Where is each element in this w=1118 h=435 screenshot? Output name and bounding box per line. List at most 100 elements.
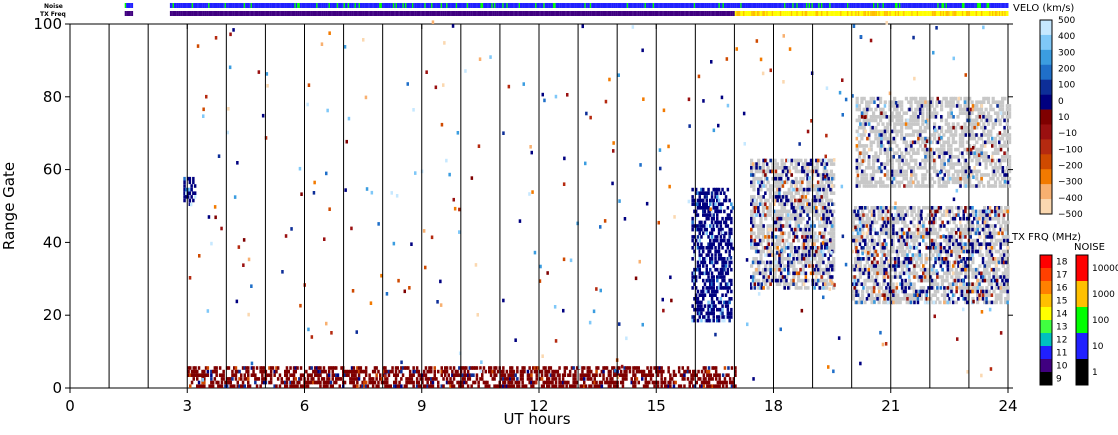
echo-cell — [315, 366, 319, 370]
txfreq-strip-cell — [700, 11, 703, 16]
ground-scatter-cell — [782, 191, 787, 195]
noise-strip-cell — [837, 3, 839, 8]
noise-strip-cell — [730, 3, 733, 8]
ground-scatter-cell — [801, 227, 805, 232]
ground-scatter-cell — [780, 260, 784, 265]
ground-scatter-cell — [757, 267, 761, 272]
txfreq-strip-cell — [841, 11, 843, 16]
ground-scatter-cell — [940, 246, 944, 250]
ground-scatter-cell — [782, 257, 787, 261]
txfreq-strip-cell — [964, 11, 967, 16]
txfreq-strip-cell — [487, 11, 489, 16]
ground-scatter-cell — [801, 162, 805, 166]
ground-scatter-cell — [949, 144, 953, 148]
echo-cell — [373, 369, 377, 374]
noise-strip-cell — [561, 3, 563, 8]
noise-strip-cell — [394, 3, 396, 8]
ground-scatter-cell — [968, 147, 972, 152]
noise-strip-cell — [652, 3, 655, 8]
ground-scatter-cell — [915, 253, 919, 257]
ground-scatter-cell — [933, 249, 937, 254]
ground-scatter-cell — [794, 267, 798, 272]
ground-scatter-cell — [921, 111, 925, 115]
echo-cell — [574, 380, 577, 385]
noise-strip-cell — [726, 3, 729, 8]
echo-cell — [646, 373, 649, 377]
noise-strip-cell — [811, 3, 813, 8]
echo-cell — [634, 373, 637, 377]
ground-scatter-cell — [921, 118, 925, 123]
echo-cell — [326, 377, 329, 381]
noise-strip-cell — [518, 3, 521, 8]
ground-scatter-cell — [942, 144, 946, 148]
echo-cell — [502, 377, 505, 381]
txfreq-strip-cell — [191, 11, 194, 16]
ground-scatter-cell — [759, 169, 763, 174]
echo-cell — [220, 373, 224, 377]
noise-strip-cell — [618, 3, 620, 8]
txfreq-strip-cell — [431, 11, 433, 16]
txfreq-strip-cell — [406, 11, 408, 16]
echo-cell — [419, 377, 422, 381]
echo-cell — [371, 384, 375, 388]
ground-scatter-cell — [882, 264, 886, 268]
ground-scatter-cell — [761, 238, 765, 243]
echo-cell — [530, 373, 533, 377]
txfreq-strip-cell — [262, 11, 265, 16]
echo-cell — [412, 384, 415, 388]
echo-cell — [375, 366, 378, 370]
echo-cell — [343, 369, 347, 374]
echo-cell — [694, 209, 698, 214]
echo-cell — [320, 377, 324, 381]
ground-scatter-cell — [874, 180, 878, 185]
noise-strip-cell — [619, 3, 622, 8]
echo-cell — [278, 384, 282, 388]
ground-scatter-cell — [961, 136, 965, 141]
echo-cell — [386, 380, 389, 385]
echo-cell — [734, 369, 737, 374]
txfreq-strip-cell — [273, 11, 276, 16]
echo-cell — [444, 373, 447, 377]
txfreq-strip-cell — [823, 11, 826, 16]
txfreq-strip-cell — [321, 11, 324, 16]
ground-scatter-cell — [923, 104, 927, 108]
ground-scatter-cell — [898, 227, 902, 232]
txfreq-strip-cell — [656, 11, 659, 16]
echo-cell — [581, 384, 584, 388]
ground-scatter-cell — [865, 180, 869, 185]
echo-cell — [720, 380, 723, 385]
txfreq-strip-cell — [510, 11, 512, 16]
ground-scatter-cell — [912, 209, 916, 214]
echo-cell — [428, 377, 431, 381]
ground-scatter-cell — [799, 187, 803, 192]
ground-scatter-cell — [998, 180, 1002, 185]
ground-scatter-cell — [785, 238, 789, 243]
noise-strip-cell — [353, 3, 355, 8]
txfreq-strip-cell — [830, 11, 833, 16]
noise-strip-cell — [767, 3, 770, 8]
ground-scatter-cell — [761, 267, 765, 272]
ground-scatter-cell — [907, 100, 911, 104]
ground-scatter-cell — [944, 184, 948, 188]
noise-strip-cell — [183, 3, 185, 8]
ground-scatter-cell — [949, 162, 953, 166]
echo-cell — [215, 373, 218, 377]
echo-cell — [660, 366, 663, 370]
echo-cell — [642, 373, 646, 377]
ground-scatter-cell — [951, 166, 955, 170]
ground-scatter-cell — [942, 147, 946, 152]
echo-cell — [261, 373, 264, 377]
echo-cell — [493, 369, 496, 374]
ground-scatter-cell — [933, 107, 937, 112]
echo-cell — [551, 380, 554, 385]
txfreq-strip-cell — [264, 11, 266, 16]
txfreq-strip-cell — [234, 11, 236, 16]
ground-scatter-cell — [877, 297, 881, 301]
ground-scatter-cell — [979, 100, 984, 104]
ground-scatter-cell — [905, 293, 909, 297]
echo-cell — [698, 275, 701, 279]
ground-scatter-cell — [910, 246, 914, 250]
echo-cell — [704, 366, 707, 370]
txfreq-strip-cell — [539, 11, 541, 16]
ground-scatter-cell — [938, 209, 942, 214]
